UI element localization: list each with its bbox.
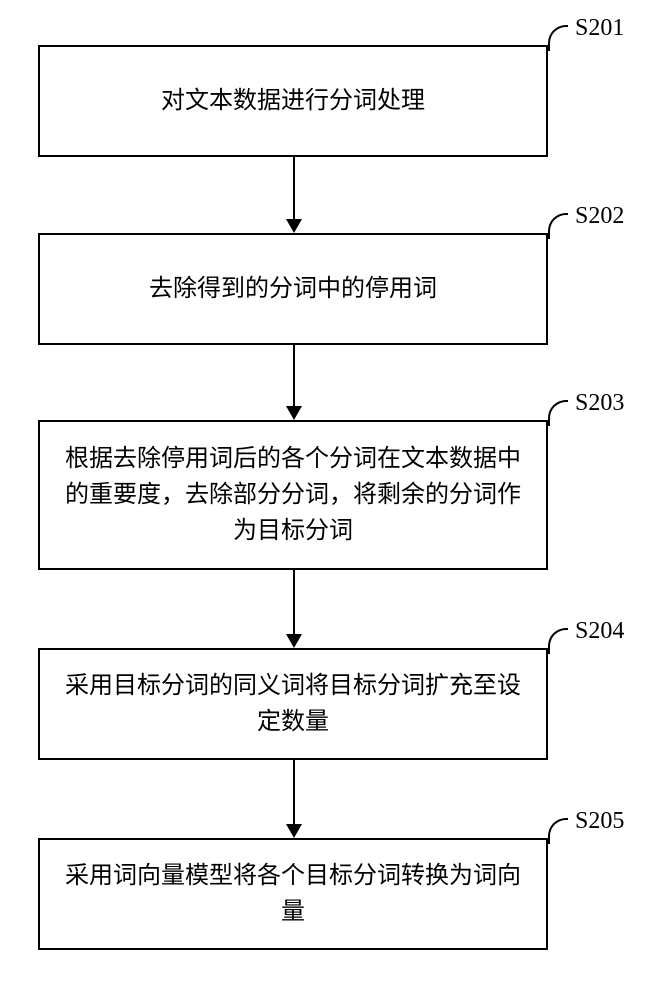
step-id-label: S205 — [575, 808, 624, 835]
arrow-head-icon — [286, 634, 302, 648]
flow-step-box: 去除得到的分词中的停用词 — [38, 233, 548, 345]
flow-step-box: 根据去除停用词后的各个分词在文本数据中的重要度，去除部分分词，将剩余的分词作为目… — [38, 420, 548, 570]
flow-step-text: 采用目标分词的同义词将目标分词扩充至设定数量 — [60, 668, 526, 740]
arrow-line — [293, 570, 295, 634]
step-id-label: S203 — [575, 390, 624, 417]
arrow-head-icon — [286, 406, 302, 420]
arrow-line — [293, 345, 295, 406]
flow-step-box: 采用词向量模型将各个目标分词转换为词向量 — [38, 838, 548, 950]
arrow-head-icon — [286, 219, 302, 233]
step-id-label: S204 — [575, 618, 624, 645]
label-connector — [548, 25, 568, 51]
arrow-line — [293, 157, 295, 219]
flow-step-text: 对文本数据进行分词处理 — [161, 83, 425, 119]
flow-step-text: 根据去除停用词后的各个分词在文本数据中的重要度，去除部分分词，将剩余的分词作为目… — [60, 441, 526, 549]
arrow-head-icon — [286, 824, 302, 838]
arrow-line — [293, 760, 295, 824]
label-connector — [548, 628, 568, 654]
flow-step-text: 去除得到的分词中的停用词 — [149, 271, 437, 307]
step-id-label: S202 — [575, 203, 624, 230]
label-connector — [548, 818, 568, 844]
flow-step-box: 对文本数据进行分词处理 — [38, 45, 548, 157]
flow-step-text: 采用词向量模型将各个目标分词转换为词向量 — [60, 858, 526, 930]
flow-step-box: 采用目标分词的同义词将目标分词扩充至设定数量 — [38, 648, 548, 760]
label-connector — [548, 213, 568, 239]
label-connector — [548, 400, 568, 426]
step-id-label: S201 — [575, 15, 624, 42]
